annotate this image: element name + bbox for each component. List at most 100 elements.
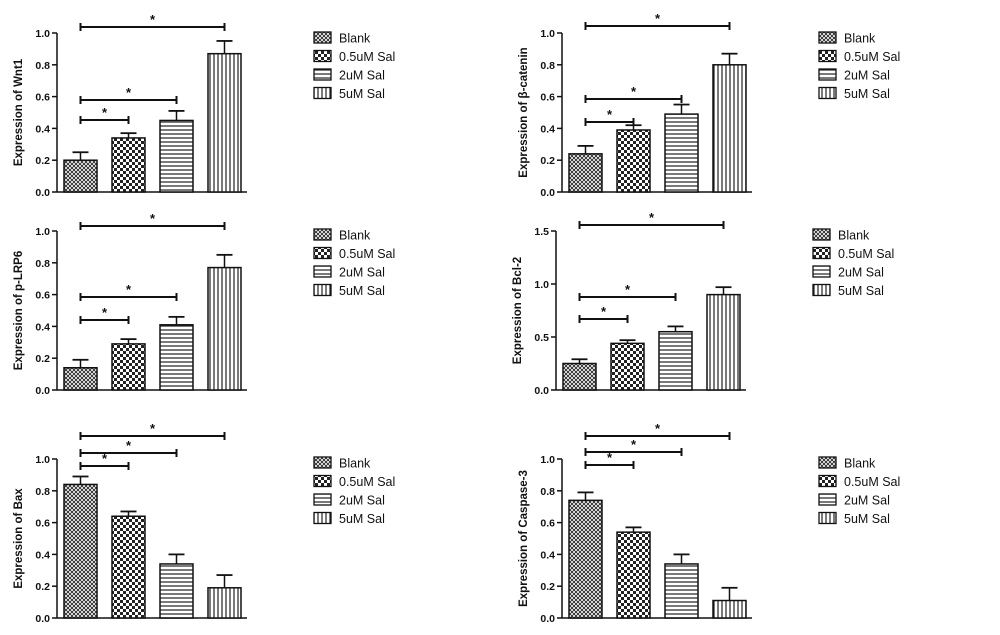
bar-3 xyxy=(159,119,194,193)
y-tick-label: 1.0 xyxy=(35,28,50,40)
y-tick-label: 0.4 xyxy=(35,549,50,561)
legend-label: Blank xyxy=(339,229,371,243)
legend-label: 0.5uM Sal xyxy=(844,50,900,64)
legend-swatch xyxy=(818,511,837,525)
y-tick-label: 0.0 xyxy=(35,613,50,625)
bar-4 xyxy=(207,587,242,619)
y-tick-label: 0.2 xyxy=(540,155,555,167)
legend-swatch xyxy=(313,283,332,297)
y-tick-label: 0.4 xyxy=(35,123,50,135)
y-tick-label: 0.2 xyxy=(35,581,50,593)
y-axis-title: Expression of Caspase-3 xyxy=(518,470,530,607)
bar-3 xyxy=(159,563,194,619)
y-tick-label: 0.8 xyxy=(35,486,50,498)
legend-label: 5uM Sal xyxy=(838,284,884,298)
significance-label: * xyxy=(102,105,108,120)
chart-panel-4: 0.0 0.5 1.0 1.5 Expression of Bcl-2 * * * Blank 0… xyxy=(512,210,894,397)
bar-2 xyxy=(111,343,146,391)
legend-swatch xyxy=(818,49,837,63)
bar-1 xyxy=(568,499,603,619)
bar-2 xyxy=(111,137,146,193)
significance-label: * xyxy=(126,85,132,100)
legend-swatch xyxy=(812,246,831,260)
y-axis-title: Expression of p-LRP6 xyxy=(13,251,25,371)
significance-label: * xyxy=(150,211,156,226)
chart-panel-1: 0.0 0.2 0.4 0.6 0.8 1.0 Expression of Wnt1 * * * B… xyxy=(13,12,395,199)
bar-3 xyxy=(159,324,194,391)
y-tick-label: 1.0 xyxy=(540,28,555,40)
legend-label: 2uM Sal xyxy=(844,494,890,508)
significance-label: * xyxy=(655,11,661,26)
legend-label: 2uM Sal xyxy=(339,494,385,508)
legend-label: Blank xyxy=(844,457,876,471)
legend-label: 2uM Sal xyxy=(339,69,385,83)
legend-label: 2uM Sal xyxy=(838,266,884,280)
legend-swatch xyxy=(818,86,837,100)
legend-label: 2uM Sal xyxy=(844,69,890,83)
legend-swatch xyxy=(818,68,837,81)
legend-swatch xyxy=(313,456,332,469)
significance-label: * xyxy=(625,282,631,297)
significance-label: * xyxy=(607,107,613,122)
bar-2 xyxy=(616,531,651,619)
y-tick-label: 1.0 xyxy=(534,279,549,291)
y-tick-label: 0.8 xyxy=(540,486,555,498)
legend-swatch xyxy=(313,511,332,525)
legend-label: Blank xyxy=(339,457,371,471)
bar-1 xyxy=(63,366,98,391)
legend-swatch xyxy=(313,86,332,100)
y-tick-label: 1.0 xyxy=(35,454,50,466)
bar-4 xyxy=(706,293,741,391)
y-tick-label: 0.6 xyxy=(540,92,555,104)
y-tick-label: 0.4 xyxy=(540,123,555,135)
legend-swatch xyxy=(818,474,837,488)
significance-label: * xyxy=(102,451,108,466)
y-tick-label: 0.5 xyxy=(534,332,549,344)
bar-4 xyxy=(207,266,242,391)
significance-label: * xyxy=(601,304,607,319)
bar-4 xyxy=(207,52,242,193)
legend-label: Blank xyxy=(844,32,876,46)
y-tick-label: 0.0 xyxy=(35,187,50,199)
legend-swatch xyxy=(812,228,831,241)
y-tick-label: 0.6 xyxy=(35,290,50,302)
y-axis-title: Expression of Wnt1 xyxy=(13,58,25,166)
significance-label: * xyxy=(649,210,655,225)
bar-2 xyxy=(111,515,146,619)
bar-1 xyxy=(562,362,597,391)
significance-label: * xyxy=(102,305,108,320)
legend-label: Blank xyxy=(838,229,870,243)
legend-swatch xyxy=(812,283,831,297)
significance-label: * xyxy=(150,12,156,27)
bar-4 xyxy=(712,599,747,619)
legend-swatch xyxy=(313,474,332,488)
y-tick-label: 0.2 xyxy=(540,581,555,593)
bar-1 xyxy=(568,153,603,193)
legend-label: 0.5uM Sal xyxy=(339,50,395,64)
y-tick-label: 0.0 xyxy=(540,613,555,625)
significance-label: * xyxy=(150,421,156,436)
legend-swatch xyxy=(313,228,332,241)
legend-swatch xyxy=(812,265,831,278)
legend-swatch xyxy=(313,49,332,63)
bar-3 xyxy=(658,330,693,391)
bar-1 xyxy=(63,159,98,193)
bar-4 xyxy=(712,64,747,193)
y-tick-label: 0.0 xyxy=(534,385,549,397)
legend-swatch xyxy=(818,31,837,44)
significance-label: * xyxy=(126,438,132,453)
y-tick-label: 1.0 xyxy=(35,226,50,238)
significance-label: * xyxy=(631,84,637,99)
y-tick-label: 0.6 xyxy=(35,518,50,530)
y-tick-label: 0.4 xyxy=(540,549,555,561)
legend-swatch xyxy=(313,493,332,506)
y-axis-title: Expression of Bax xyxy=(13,488,25,589)
legend-label: 2uM Sal xyxy=(339,266,385,280)
bar-2 xyxy=(616,129,651,193)
y-axis-title: Expression of β-catenin xyxy=(518,47,530,177)
bar-2 xyxy=(610,342,645,391)
legend-label: 0.5uM Sal xyxy=(339,475,395,489)
chart-panel-2: 0.0 0.2 0.4 0.6 0.8 1.0 Expression of β-cateni… xyxy=(518,11,900,199)
legend-label: 5uM Sal xyxy=(339,512,385,526)
